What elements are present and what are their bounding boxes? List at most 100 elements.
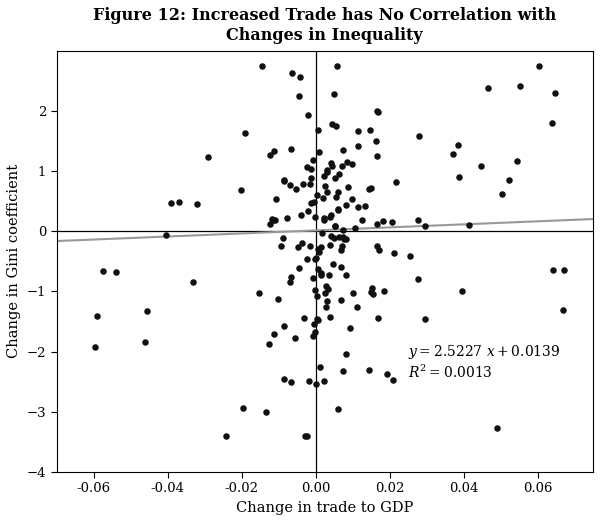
Point: [193, 199, 202, 208]
Point: [338, 226, 348, 234]
Point: [365, 126, 375, 134]
Point: [391, 178, 400, 186]
Point: [329, 234, 338, 243]
Point: [322, 281, 331, 290]
Point: [296, 73, 305, 81]
Title: Figure 12: Increased Trade has No Correlation with
Changes in Inequality: Figure 12: Increased Trade has No Correl…: [93, 7, 556, 43]
Point: [331, 193, 340, 201]
Y-axis label: Change in Gini coefficient: Change in Gini coefficient: [7, 164, 21, 359]
Point: [374, 314, 383, 322]
Point: [310, 327, 320, 336]
Point: [310, 286, 320, 294]
Point: [310, 255, 319, 264]
Point: [329, 90, 339, 99]
Point: [298, 180, 308, 188]
Point: [309, 198, 319, 207]
Point: [332, 62, 342, 70]
Point: [357, 216, 367, 224]
Point: [290, 334, 299, 342]
Point: [515, 81, 525, 90]
Point: [304, 377, 314, 386]
Point: [548, 266, 558, 274]
Point: [313, 316, 323, 324]
Point: [360, 202, 370, 210]
Point: [322, 168, 332, 176]
Point: [334, 233, 344, 242]
Point: [300, 432, 310, 440]
Point: [166, 199, 176, 208]
Point: [277, 242, 286, 251]
Point: [413, 216, 423, 224]
Point: [297, 239, 307, 247]
Point: [286, 272, 296, 281]
Point: [278, 234, 288, 242]
Point: [314, 247, 324, 256]
Point: [337, 246, 346, 254]
Point: [254, 289, 264, 297]
Point: [299, 314, 309, 322]
Point: [334, 170, 344, 178]
Point: [221, 432, 230, 440]
Point: [320, 289, 330, 298]
Point: [311, 380, 320, 388]
Point: [364, 365, 374, 374]
Point: [406, 252, 415, 260]
Point: [271, 195, 281, 203]
Point: [326, 232, 335, 241]
Point: [313, 291, 322, 300]
Point: [305, 242, 314, 250]
Point: [349, 289, 358, 298]
Point: [345, 324, 355, 333]
Point: [328, 162, 337, 170]
Point: [319, 214, 329, 222]
Point: [291, 185, 301, 193]
Point: [374, 246, 384, 255]
Point: [333, 405, 343, 413]
Point: [325, 241, 335, 250]
Point: [333, 206, 343, 215]
Point: [304, 111, 313, 119]
Point: [279, 374, 289, 383]
Point: [317, 243, 326, 251]
Point: [304, 207, 313, 215]
Point: [302, 255, 311, 263]
Point: [371, 137, 380, 145]
Point: [367, 184, 376, 193]
Point: [307, 199, 316, 207]
Point: [236, 186, 246, 194]
Point: [352, 303, 362, 311]
Point: [338, 367, 348, 375]
Point: [188, 278, 197, 286]
Point: [341, 235, 350, 244]
Point: [497, 189, 507, 198]
Point: [320, 377, 329, 385]
Point: [455, 173, 464, 181]
Point: [326, 212, 335, 221]
Point: [504, 176, 514, 184]
Point: [307, 164, 316, 173]
Point: [353, 203, 363, 211]
Point: [286, 145, 296, 153]
Point: [347, 195, 357, 204]
Point: [238, 404, 248, 412]
Point: [264, 340, 274, 349]
Point: [312, 314, 322, 323]
Point: [341, 201, 351, 210]
Point: [269, 330, 278, 338]
Point: [280, 177, 289, 186]
Point: [367, 284, 377, 292]
Point: [413, 275, 422, 283]
Point: [328, 260, 338, 268]
Point: [326, 158, 336, 167]
Point: [322, 303, 331, 311]
Point: [286, 278, 295, 286]
Point: [282, 213, 292, 222]
Point: [266, 220, 275, 229]
Point: [366, 288, 376, 296]
Point: [389, 248, 398, 257]
Text: $y = 2.5227\ x + 0.0139$
$R^2 = 0.0013$: $y = 2.5227\ x + 0.0139$ $R^2 = 0.0013$: [408, 342, 560, 381]
Point: [338, 146, 347, 154]
Point: [306, 174, 316, 182]
Point: [373, 151, 382, 160]
Point: [241, 128, 250, 137]
